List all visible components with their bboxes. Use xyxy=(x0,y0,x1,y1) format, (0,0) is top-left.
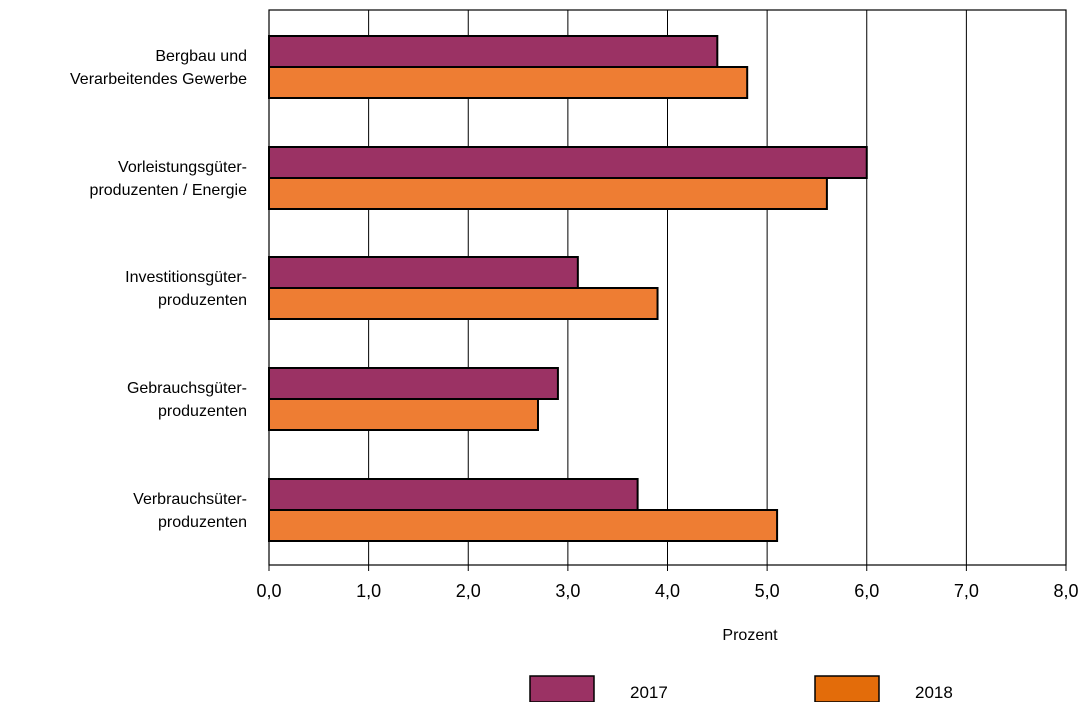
category-label: Vorleistungsgüter-produzenten / Energie xyxy=(90,159,248,199)
bar-2018 xyxy=(268,287,659,320)
x-tick-label: 8,0 xyxy=(1053,581,1078,601)
bar-2017 xyxy=(268,146,868,179)
x-tick-label: 3,0 xyxy=(555,581,580,601)
x-axis-title: Prozent xyxy=(722,627,778,644)
bar-2017 xyxy=(268,367,559,400)
category-label: Gebrauchsgüter-produzenten xyxy=(127,380,247,420)
bar-2017 xyxy=(268,256,579,289)
x-tick-label: 2,0 xyxy=(456,581,481,601)
x-tick-label: 7,0 xyxy=(954,581,979,601)
plot-frame xyxy=(268,9,1067,566)
bar-2018 xyxy=(268,177,828,210)
x-tick-labels: 0,0 1,0 2,0 3,0 4,0 5,0 6,0 7,0 8,0 xyxy=(256,581,1078,601)
category-label: Bergbau und Verarbeitendes Gewerbe xyxy=(70,48,247,88)
legend-swatch-2018 xyxy=(814,675,880,702)
legend-swatch-2017 xyxy=(529,675,595,702)
legend-label-2017: 2017 xyxy=(630,683,668,702)
x-tick-label: 0,0 xyxy=(256,581,281,601)
category-labels: Bergbau und Verarbeitendes Gewerbe Vorleis… xyxy=(70,48,247,531)
x-tick-label: 5,0 xyxy=(755,581,780,601)
x-tick-label: 4,0 xyxy=(655,581,680,601)
legend: 2017 2018 xyxy=(529,675,953,702)
x-tick-label: 6,0 xyxy=(854,581,879,601)
legend-label-2018: 2018 xyxy=(915,683,953,702)
plot-border xyxy=(268,9,1067,566)
bar-2017 xyxy=(268,478,639,511)
bar-2017 xyxy=(268,35,719,68)
bar-2018 xyxy=(268,398,539,431)
category-label: Verbrauchsüter-produzenten xyxy=(133,491,247,531)
category-label: Investitionsgüter-produzenten xyxy=(125,269,247,309)
x-tick-label: 1,0 xyxy=(356,581,381,601)
bar-2018 xyxy=(268,509,779,542)
bar-2018 xyxy=(268,66,749,99)
